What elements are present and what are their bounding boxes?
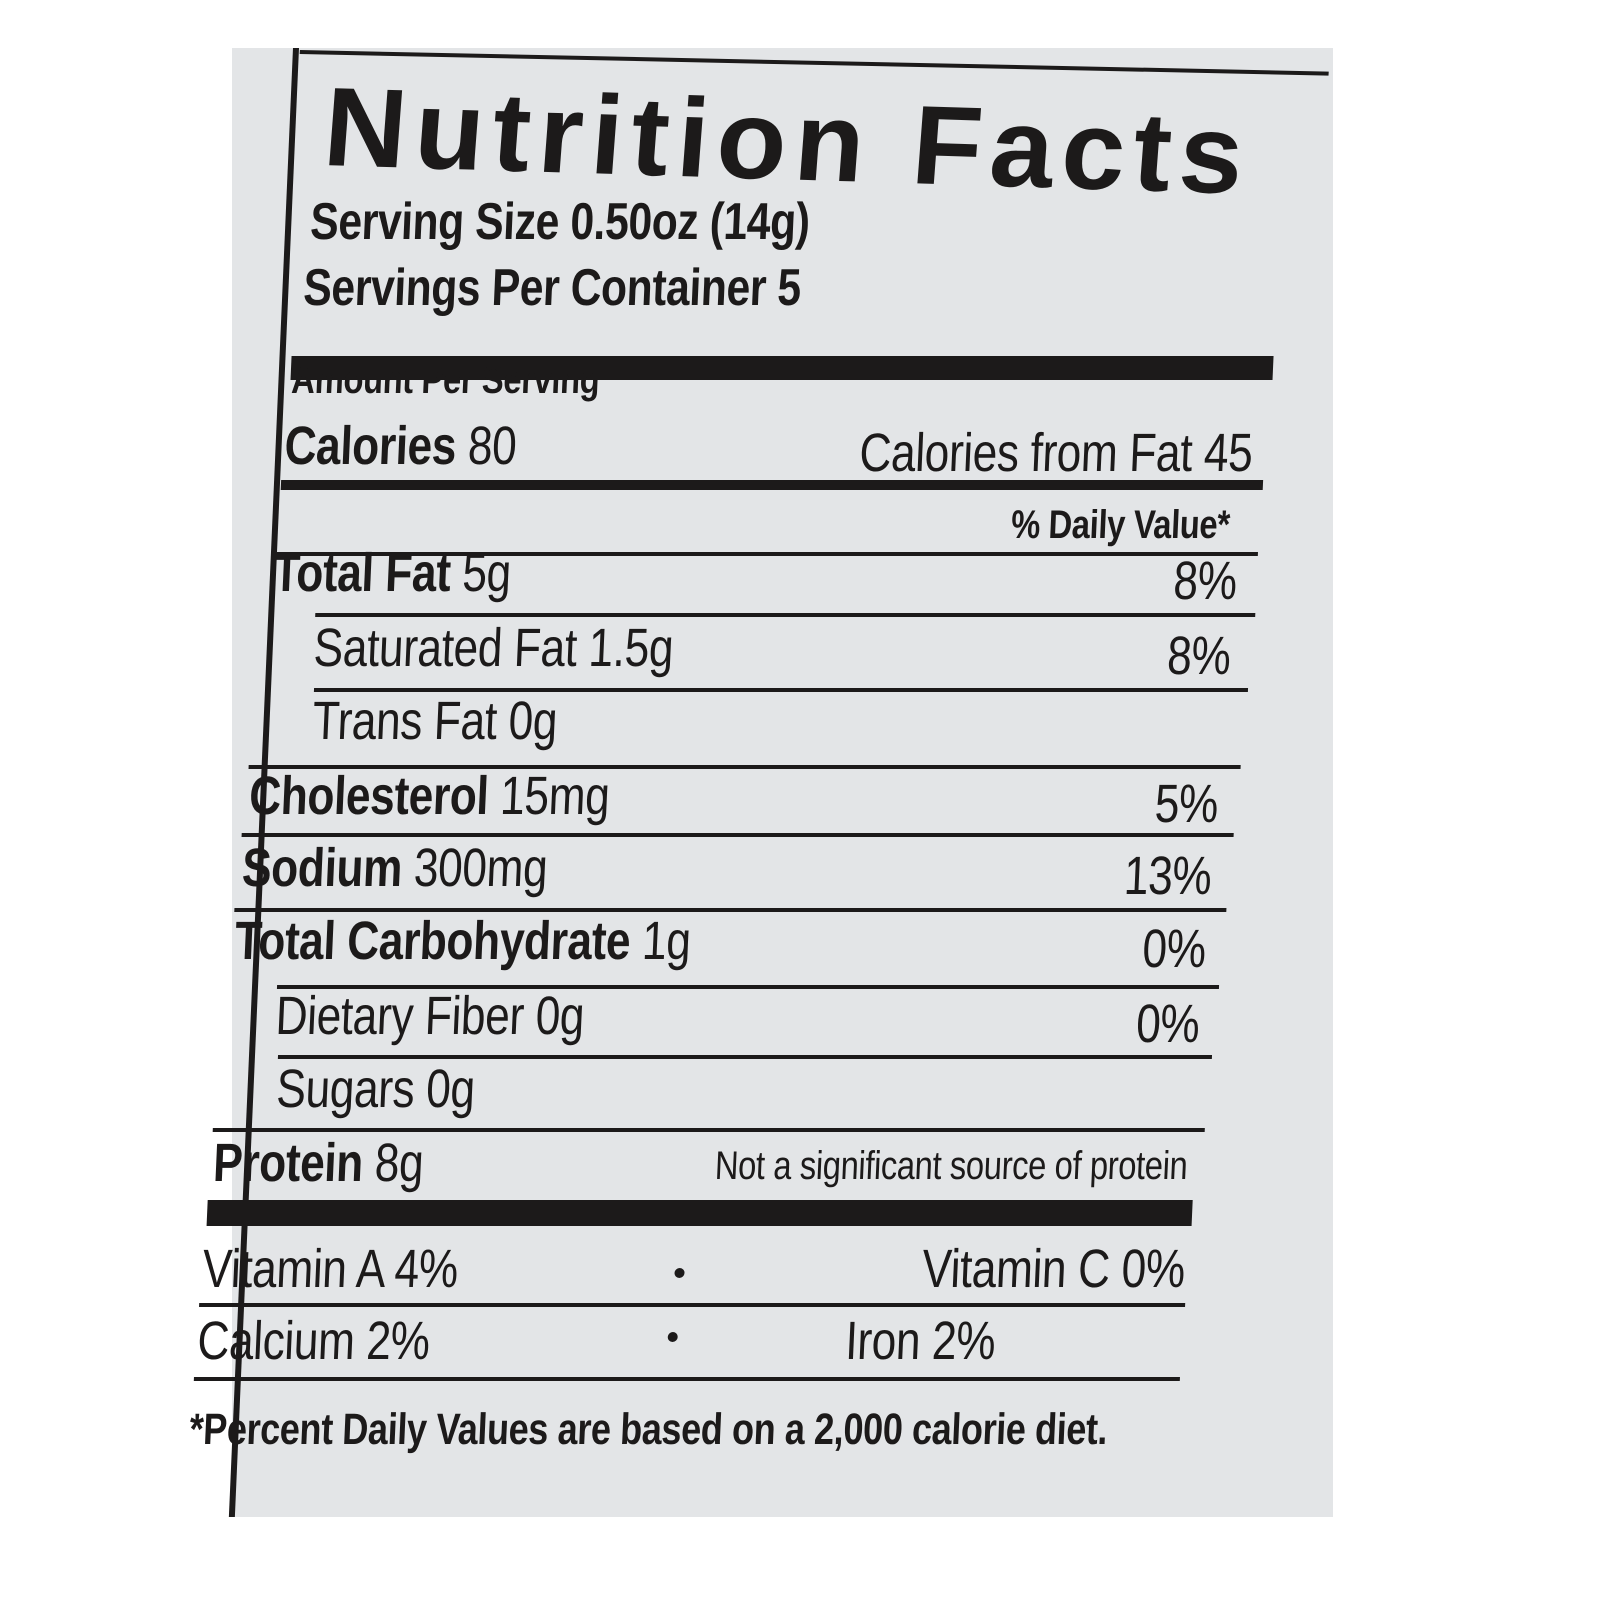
nutrient-amount: 0g xyxy=(424,1059,477,1119)
nutrient-row: Total Fat 5g xyxy=(272,542,513,604)
medium-rule xyxy=(280,480,1264,490)
nutrient-row: Trans Fat 0g xyxy=(311,690,558,752)
nutrient-amount: 0g xyxy=(507,691,559,751)
nutrient-daily-value: Not a significant source of protein xyxy=(713,1144,1189,1188)
nutrient-label: Dietary Fiber xyxy=(274,986,526,1046)
calories-row: Calories 80 xyxy=(283,415,518,477)
servings-per-container: Servings Per Container 5 xyxy=(302,259,803,317)
nutrient-row: Cholesterol 15mg xyxy=(248,765,611,827)
nutrient-row: Saturated Fat 1.5g xyxy=(312,617,674,679)
nutrient-label: Protein xyxy=(212,1133,365,1193)
calories-from-fat: Calories from Fat 45 xyxy=(858,423,1254,483)
calcium: Calcium 2% xyxy=(196,1311,431,1371)
nutrient-amount: 15mg xyxy=(499,766,611,826)
serving-size: Serving Size 0.50oz (14g) xyxy=(309,193,811,251)
nutrient-label: Total Fat xyxy=(271,543,452,603)
nutrient-daily-value: 8% xyxy=(1165,626,1232,686)
nutrient-amount: 5g xyxy=(461,543,513,603)
nutrient-label: Sodium xyxy=(240,838,404,898)
nutrient-row: Total Carbohydrate 1g xyxy=(234,910,692,972)
nutrient-daily-value: 8% xyxy=(1172,551,1239,611)
vitamin-c: Vitamin C 0% xyxy=(920,1239,1186,1299)
nutrient-daily-value: 13% xyxy=(1123,846,1214,906)
nutrient-amount: 0g xyxy=(534,986,586,1046)
nutrient-row: Sodium 300mg xyxy=(241,837,549,899)
nutrient-daily-value: 5% xyxy=(1153,774,1220,834)
footnote: *Percent Daily Values are based on a 2,0… xyxy=(188,1405,1109,1454)
nutrient-amount: 8g xyxy=(373,1133,425,1193)
rule xyxy=(193,1377,1180,1381)
nutrient-label: Sugars xyxy=(275,1059,416,1119)
nutrient-daily-value: 0% xyxy=(1141,919,1207,979)
calories-value: 80 xyxy=(466,416,518,476)
nutrient-row: Dietary Fiber 0g xyxy=(274,985,585,1047)
label-background xyxy=(232,48,1333,1517)
thick-rule xyxy=(206,1200,1193,1226)
nutrient-label: Cholesterol xyxy=(248,766,490,826)
iron: Iron 2% xyxy=(844,1311,997,1371)
rule xyxy=(199,1303,1186,1307)
bullet xyxy=(667,1332,678,1342)
nutrient-daily-value: 0% xyxy=(1134,994,1201,1054)
nutrient-label: Total Carbohydrate xyxy=(233,911,632,971)
nutrient-row: Protein 8g xyxy=(212,1132,425,1194)
amount-per-serving: Amount Per Serving xyxy=(290,358,601,402)
nutrient-row: Sugars 0g xyxy=(275,1058,476,1120)
vitamin-a: Vitamin A 4% xyxy=(201,1239,460,1299)
daily-value-header: % Daily Value* xyxy=(1009,503,1231,547)
nutrient-label: Trans Fat xyxy=(311,691,499,751)
bullet xyxy=(674,1268,685,1278)
nutrient-amount: 1g xyxy=(640,911,692,971)
nutrient-label: Saturated Fat xyxy=(312,618,579,678)
nutrient-amount: 1.5g xyxy=(587,618,675,678)
nutrient-amount: 300mg xyxy=(412,838,549,898)
calories-label: Calories xyxy=(283,416,458,476)
